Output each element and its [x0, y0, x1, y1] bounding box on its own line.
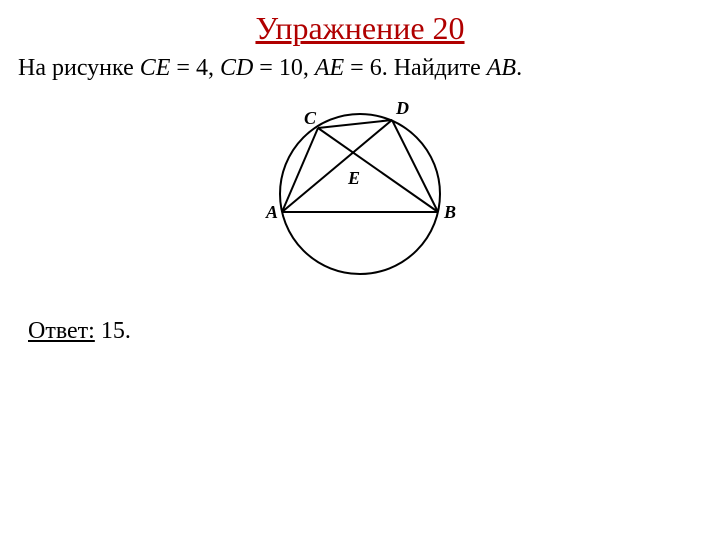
- figure-container: A B C D E: [0, 94, 720, 294]
- problem-prefix: На рисунке: [18, 55, 140, 81]
- segment-ad: [282, 120, 392, 212]
- seg3-val: = 6. Найдите: [344, 55, 487, 81]
- point-label-d: D: [395, 98, 409, 118]
- point-label-c: C: [304, 108, 317, 128]
- seg1-name: CE: [140, 55, 171, 81]
- point-label-a: A: [265, 202, 278, 222]
- seg2-val: = 10,: [253, 55, 315, 81]
- answer-line: Ответ: 15.: [0, 318, 720, 345]
- seg3-name: AE: [315, 55, 344, 81]
- seg2-name: CD: [220, 55, 253, 81]
- answer-value: 15.: [95, 318, 131, 344]
- problem-text: На рисунке CE = 4, CD = 10, AE = 6. Найд…: [0, 55, 720, 82]
- exercise-title: Упражнение 20: [0, 10, 720, 47]
- point-label-b: B: [443, 202, 456, 222]
- segment-db: [392, 120, 438, 212]
- point-label-e: E: [347, 168, 360, 188]
- seg1-val: = 4,: [170, 55, 220, 81]
- problem-suffix: .: [516, 55, 522, 81]
- answer-label: Ответ:: [28, 318, 95, 344]
- seg4-name: AB: [487, 55, 516, 81]
- geometry-figure: A B C D E: [240, 94, 480, 294]
